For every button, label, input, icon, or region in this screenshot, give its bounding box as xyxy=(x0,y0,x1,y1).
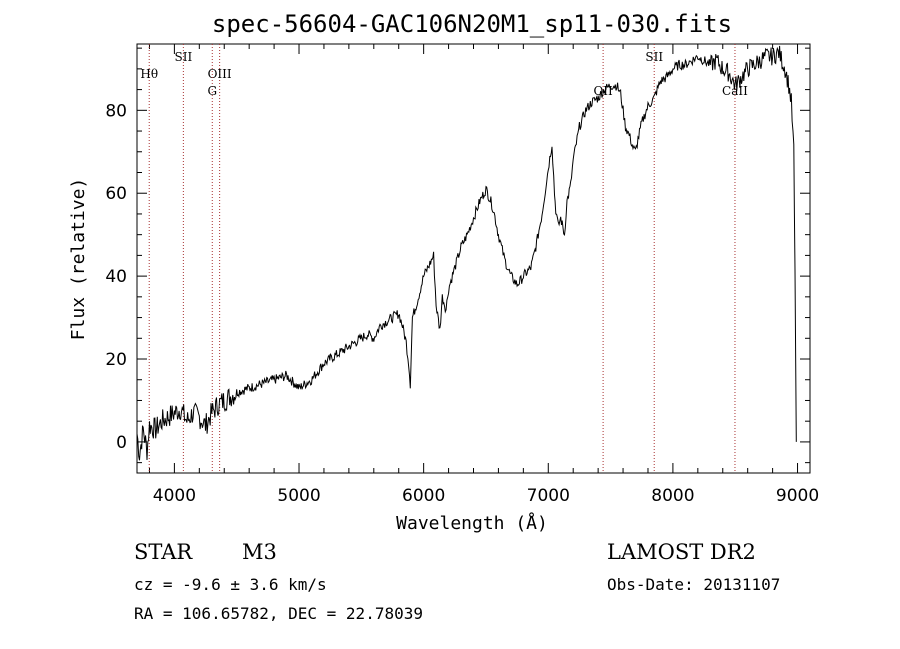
y-tick-label: 60 xyxy=(105,184,127,204)
plot-frame xyxy=(136,43,811,474)
object-subclass: M3 xyxy=(242,540,277,564)
y-tick-label: 20 xyxy=(105,350,127,370)
spectrum-line xyxy=(136,45,797,461)
x-tick-label: 4000 xyxy=(153,486,196,506)
x-tick-label: 8000 xyxy=(651,486,694,506)
survey-name: LAMOST DR2 xyxy=(607,540,756,564)
obs-date-label: Obs-Date: 20131107 xyxy=(607,575,780,594)
line-marker-label: G xyxy=(207,84,217,98)
x-tick-label: 5000 xyxy=(277,486,320,506)
y-tick-label: 0 xyxy=(116,433,127,453)
line-marker-label: SII xyxy=(645,50,663,64)
x-tick-label: 6000 xyxy=(402,486,445,506)
line-marker-label: CaII xyxy=(722,84,748,98)
chart-title: spec-56604-GAC106N20M1_sp11-030.fits xyxy=(212,10,732,38)
y-tick-label: 40 xyxy=(105,267,127,287)
tick-labels: 4000 5000 6000 7000 8000 9000 0 20 40 60 80 xyxy=(105,101,819,506)
x-axis-label: Wavelength (Å) xyxy=(396,512,548,534)
object-class: STAR xyxy=(134,540,193,564)
y-axis-label: Flux (relative) xyxy=(68,178,89,341)
y-tick-label: 80 xyxy=(105,101,127,121)
plot-axes xyxy=(136,43,811,474)
coordinates-label: RA = 106.65782, DEC = 22.78039 xyxy=(134,604,423,623)
line-marker-label: Hθ xyxy=(140,67,158,81)
x-tick-label: 7000 xyxy=(527,486,570,506)
line-marker-label: OIII xyxy=(208,67,232,81)
line-marker-label: SII xyxy=(175,50,193,64)
spectrum-series xyxy=(136,45,797,461)
redshift-label: cz = -9.6 ± 3.6 km/s xyxy=(134,575,327,594)
x-tick-label: 9000 xyxy=(776,486,819,506)
